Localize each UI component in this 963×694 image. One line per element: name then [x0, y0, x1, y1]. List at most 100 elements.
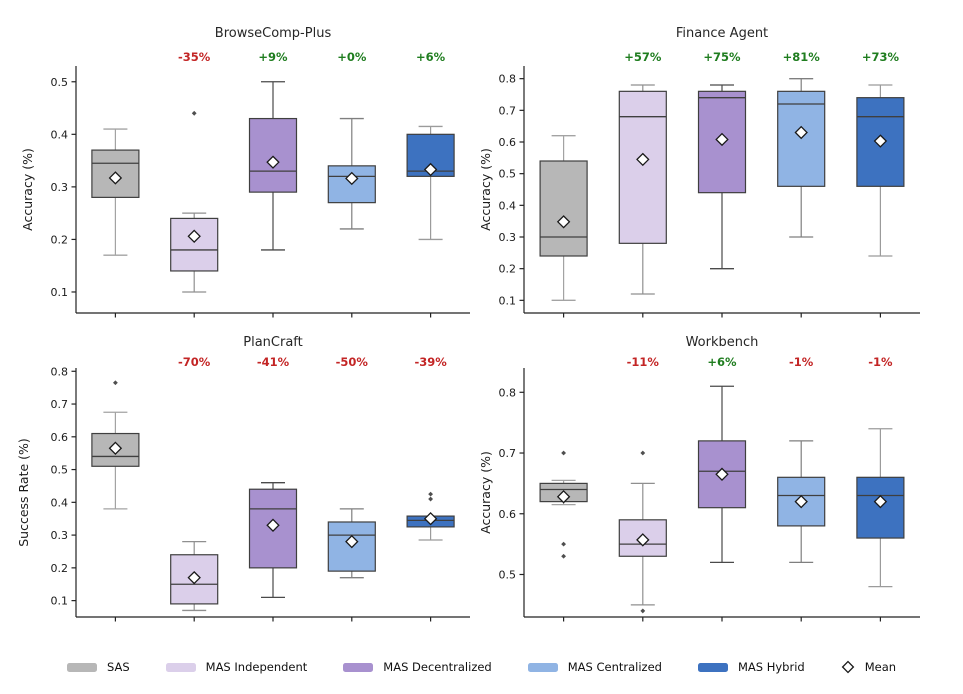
legend: SAS MAS Independent MAS Decentralized MA…	[0, 660, 963, 674]
y-tick-label: 0.3	[51, 181, 69, 194]
delta-annotation: +75%	[703, 50, 741, 64]
mean-marker	[423, 162, 438, 177]
mean-marker	[873, 494, 888, 509]
y-axis-label: Success Rate (%)	[16, 438, 31, 547]
box-mas-centralized	[327, 117, 376, 318]
box-mas-hybrid	[406, 491, 455, 622]
y-tick-label: 0.8	[51, 365, 69, 378]
box-sas	[539, 135, 588, 318]
mean-diamond-icon	[841, 660, 855, 674]
delta-annotation: -1%	[868, 355, 893, 369]
legend-label: MAS Hybrid	[737, 660, 805, 674]
subplot-title-plancraft: PlanCraft	[243, 335, 303, 350]
box-mas-centralized	[327, 508, 376, 622]
mean-marker	[108, 171, 123, 185]
y-tick-label: 0.1	[51, 595, 69, 608]
legend-item-mas-centralized: MAS Centralized	[527, 660, 662, 674]
y-tick-label: 0.1	[51, 286, 69, 299]
legend-label: MAS Independent	[205, 660, 308, 674]
delta-annotation: -41%	[257, 355, 290, 369]
y-tick-label: 0.2	[499, 263, 517, 276]
mean-marker	[794, 125, 808, 140]
mean-marker	[556, 490, 571, 504]
delta-annotation: +81%	[783, 50, 821, 64]
box-mas-decentralized	[697, 84, 747, 318]
mean-marker	[266, 155, 280, 169]
y-tick-label: 0.1	[499, 294, 517, 307]
mean-marker	[423, 511, 438, 526]
y-tick-label: 0.3	[51, 529, 69, 542]
mean-marker	[636, 152, 650, 167]
mean-marker	[873, 134, 888, 148]
box-mas-hybrid	[856, 84, 905, 318]
box-mas-independent	[170, 110, 219, 318]
delta-annotation: +6%	[707, 355, 737, 369]
mean-marker	[636, 533, 650, 547]
mas-independent-swatch-icon	[165, 662, 196, 672]
boxplot-canvas-finance-agent: 0.1 0.2 0.3 0.4 0.5 0.6 0.7 0.8 Accuracy (%) +57%…	[481, 50, 920, 318]
y-axis-label: Accuracy (%)	[481, 148, 493, 231]
subplot-title-finance-agent: Finance Agent	[675, 26, 769, 41]
delta-annotation: +73%	[862, 50, 900, 64]
box-sas	[539, 450, 588, 622]
y-tick-label: 0.8	[499, 386, 517, 399]
y-axis-label: Accuracy (%)	[20, 148, 35, 231]
box-mas-independent	[170, 540, 219, 622]
mean-marker	[715, 467, 729, 481]
box-mas-independent	[618, 84, 667, 318]
boxplot-canvas-workbench: 0.5 0.6 0.7 0.8 Accuracy (%) -11% +6% -1% -1%	[481, 355, 920, 622]
mas-decentralized-swatch-icon	[343, 662, 374, 672]
mean-marker	[345, 171, 359, 186]
legend-item-mas-independent: MAS Independent	[165, 660, 308, 674]
box-mas-decentralized	[248, 482, 298, 622]
legend-item-mas-decentralized: MAS Decentralized	[343, 660, 492, 674]
subplot-title-browsecomp-plus: BrowseComp-Plus	[214, 26, 332, 41]
delta-annotation: -50%	[336, 355, 369, 369]
box-mas-independent	[618, 450, 667, 622]
y-tick-label: 0.5	[51, 464, 69, 477]
y-axis-label: Accuracy (%)	[481, 451, 493, 534]
box-mas-decentralized	[697, 385, 747, 622]
y-tick-label: 0.6	[499, 508, 517, 521]
subplot-plancraft: PlanCraft 0.1 0.2 0.3 0.4 0.5 0.6 0.7 0.8 Succes…	[0, 330, 481, 640]
delta-annotation: +57%	[624, 50, 662, 64]
legend-label: Mean	[864, 660, 897, 674]
box-mas-decentralized	[248, 81, 298, 318]
mas-centralized-swatch-icon	[527, 662, 558, 672]
y-tick-label: 0.8	[499, 73, 517, 86]
box-sas	[91, 380, 140, 622]
delta-annotation: -35%	[178, 50, 211, 64]
axes: 0.1 0.2 0.3 0.4 0.5 Accuracy (%)	[20, 66, 470, 314]
box-mas-centralized	[777, 78, 826, 318]
legend-item-mas-hybrid: MAS Hybrid	[697, 660, 805, 674]
box-mas-hybrid	[856, 428, 905, 622]
subplot-finance-agent: Finance Agent 0.1 0.2 0.3 0.4 0.5 0.6 0.7 0.8 Ac…	[481, 0, 963, 330]
y-tick-label: 0.7	[499, 447, 517, 460]
y-tick-label: 0.7	[51, 398, 69, 411]
box-mas-hybrid	[406, 125, 455, 318]
subplot-title-workbench: Workbench	[685, 335, 759, 350]
boxplot-canvas-plancraft: 0.1 0.2 0.3 0.4 0.5 0.6 0.7 0.8 Success Rate (%)…	[16, 355, 470, 622]
mean-marker	[266, 518, 280, 532]
box-sas	[91, 128, 140, 318]
y-tick-label: 0.6	[51, 431, 69, 444]
y-tick-label: 0.4	[499, 199, 517, 212]
legend-item-sas: SAS	[66, 660, 130, 674]
axes: 0.1 0.2 0.3 0.4 0.5 0.6 0.7 0.8 Success Rate (%)	[16, 365, 470, 618]
legend-label: MAS Centralized	[567, 660, 662, 674]
sas-swatch-icon	[66, 662, 97, 672]
delta-annotation: +9%	[258, 50, 288, 64]
y-tick-label: 0.4	[51, 128, 69, 141]
mean-marker	[794, 494, 808, 509]
delta-annotation: +6%	[416, 50, 446, 64]
y-tick-label: 0.7	[499, 104, 517, 117]
delta-annotation: -39%	[414, 355, 447, 369]
y-tick-label: 0.2	[51, 233, 69, 246]
mean-marker	[556, 215, 571, 229]
legend-item-mean: Mean	[841, 660, 896, 674]
y-tick-label: 0.5	[499, 168, 517, 181]
y-tick-label: 0.5	[499, 568, 517, 581]
boxplot-canvas-browsecomp-plus: 0.1 0.2 0.3 0.4 0.5 Accuracy (%) -35% +9% +0% +6%	[20, 50, 470, 318]
delta-annotation: -1%	[789, 355, 814, 369]
subplot-browsecomp-plus: BrowseComp-Plus 0.1 0.2 0.3 0.4 0.5 Accuracy …	[0, 0, 481, 330]
